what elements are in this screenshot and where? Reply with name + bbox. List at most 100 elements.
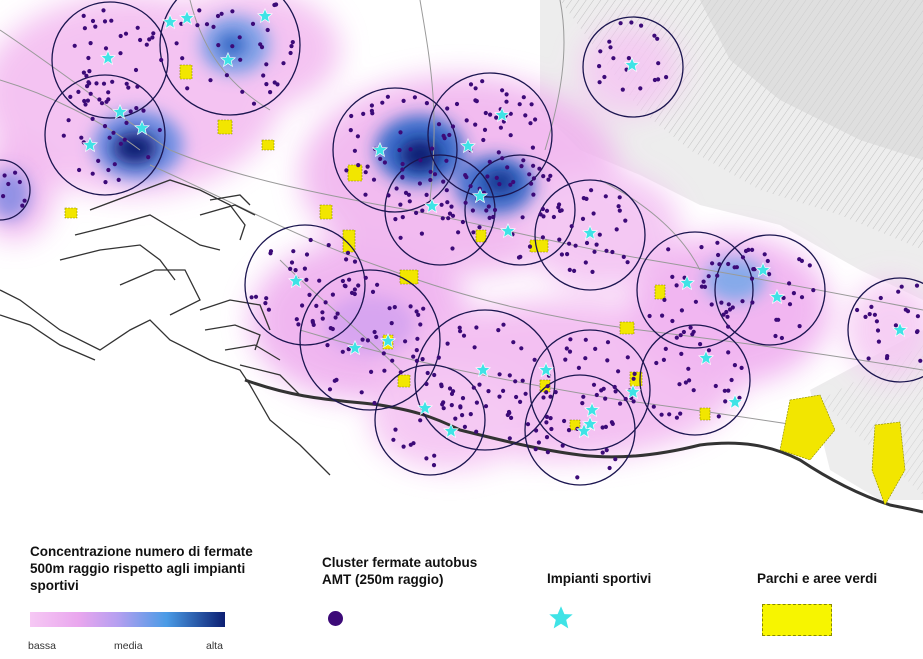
bus-stop: [654, 360, 659, 366]
bus-stop: [370, 289, 376, 294]
bus-stop: [618, 21, 623, 26]
bus-stop: [430, 146, 435, 151]
bus-stop: [464, 175, 469, 180]
bus-stop: [355, 134, 360, 139]
bus-stop: [307, 292, 312, 297]
bus-stop: [548, 173, 553, 178]
bus-stop: [463, 200, 468, 205]
bus-stop: [408, 442, 413, 447]
bus-stop: [342, 283, 347, 288]
bus-stop: [418, 158, 423, 163]
bus-stop: [457, 325, 462, 330]
bus-stop: [135, 25, 140, 30]
bus-stop: [517, 102, 522, 107]
bus-stop: [598, 49, 603, 54]
bus-stop: [86, 55, 91, 61]
bus-stop: [474, 99, 479, 104]
bus-stop: [94, 81, 99, 86]
bus-stop: [488, 112, 493, 117]
scale-mid-label: media: [114, 640, 143, 652]
bus-stop: [715, 273, 720, 278]
bus-stop: [487, 159, 492, 164]
bus-stop: [605, 340, 611, 345]
bus-stop: [474, 429, 479, 434]
bus-stop: [592, 249, 597, 254]
bus-stop: [382, 368, 387, 373]
bus-stop: [411, 354, 416, 359]
bus-stop: [562, 418, 567, 424]
bus-stop: [453, 416, 458, 421]
bus-stop: [608, 45, 613, 50]
bus-stop-cluster-boundaries: [0, 0, 923, 486]
bus-stop: [710, 261, 715, 266]
bus-stop: [195, 23, 200, 28]
bus-stop: [219, 11, 224, 16]
bus-stop: [726, 350, 731, 355]
bus-stop: [389, 321, 394, 326]
bus-stop: [13, 170, 18, 175]
bus-stop: [525, 422, 531, 427]
bus-stop: [371, 177, 377, 182]
bus-stop: [296, 322, 301, 327]
bus-stop: [77, 167, 82, 173]
bus-stop: [439, 382, 444, 387]
bus-stop: [419, 231, 424, 236]
coastline: [244, 378, 923, 514]
bus-stop: [557, 208, 563, 213]
bus-stop: [473, 122, 478, 127]
bus-stop: [2, 173, 7, 178]
bus-stop: [740, 299, 745, 304]
bus-stop: [501, 388, 506, 393]
bus-stop: [617, 195, 622, 200]
bus-stop: [617, 208, 622, 213]
bus-stop: [915, 314, 921, 319]
bus-stop: [713, 383, 718, 389]
bus-stop: [387, 306, 392, 311]
bus-stop: [134, 106, 139, 111]
bus-stop: [855, 307, 860, 313]
bus-stop: [449, 204, 454, 209]
bus-stop: [224, 73, 229, 78]
bus-stop: [773, 333, 778, 339]
bus-stop: [447, 132, 452, 138]
bus-stop: [345, 250, 351, 255]
bus-stop: [537, 166, 542, 171]
bus-stop: [663, 346, 668, 351]
bus-stop: [603, 194, 608, 199]
bus-stop: [717, 262, 722, 267]
bus-stop: [268, 90, 273, 95]
bus-stop: [893, 323, 899, 328]
bus-stop: [348, 128, 353, 133]
bus-stop: [356, 283, 361, 288]
bus-stop: [583, 337, 588, 342]
bus-stop: [240, 89, 245, 94]
bus-stop: [340, 278, 345, 284]
bus-stop: [621, 254, 626, 259]
bus-stop: [300, 303, 305, 308]
bus-stop: [174, 41, 179, 46]
bus-stop: [661, 357, 667, 362]
bus-stop: [556, 205, 561, 210]
bus-stop: [485, 174, 490, 179]
bus-stop: [726, 261, 731, 267]
bus-stop: [878, 295, 883, 301]
bus-stop: [386, 193, 391, 198]
bus-stop: [460, 219, 465, 225]
bus-stop: [651, 404, 656, 409]
bus-stop: [730, 305, 735, 310]
bus-stop: [664, 75, 669, 80]
bus-stop: [144, 42, 149, 47]
bus-stop: [450, 213, 456, 218]
bus-stop: [504, 99, 509, 104]
bus-stop: [397, 148, 402, 153]
bus-stop: [494, 115, 499, 120]
bus-stop: [326, 243, 331, 248]
bus-stop: [128, 109, 133, 114]
bus-stop: [398, 130, 403, 135]
bus-stop: [706, 274, 711, 279]
density-legend-title: Concentrazione numero di fermate 500m ra…: [30, 544, 253, 593]
bus-stop: [481, 137, 486, 143]
bus-stop: [575, 475, 580, 480]
bus-stop: [445, 106, 450, 111]
bus-stop: [320, 310, 325, 315]
